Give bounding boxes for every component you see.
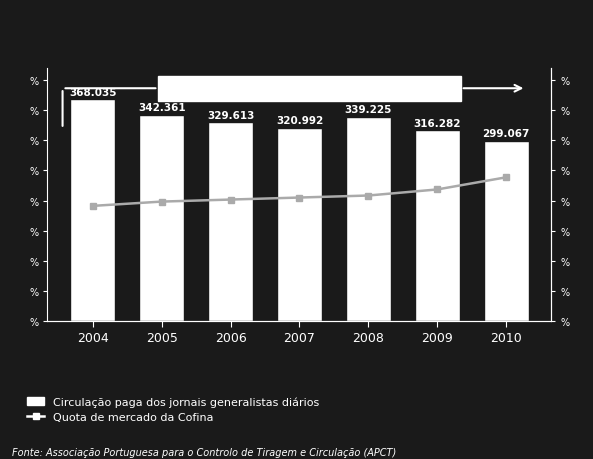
Bar [484, 141, 528, 321]
Text: 339.225: 339.225 [345, 105, 392, 115]
Text: Fonte: Associação Portuguesa para o Controlo de Tiragem e Circulação (APCT): Fonte: Associação Portuguesa para o Cont… [12, 447, 396, 457]
Bar [415, 131, 460, 321]
Bar [346, 118, 391, 321]
Text: 329.613: 329.613 [207, 111, 254, 121]
Bar [158, 76, 461, 102]
Text: 342.361: 342.361 [138, 103, 186, 113]
Bar [139, 116, 184, 321]
Legend: Circulação paga dos jornais generalistas diários, Quota de mercado da Cofina: Circulação paga dos jornais generalistas… [23, 392, 323, 427]
Text: 368.035: 368.035 [69, 88, 116, 98]
Text: 316.282: 316.282 [413, 119, 461, 129]
Text: 320.992: 320.992 [276, 116, 323, 126]
Bar [71, 100, 115, 321]
Text: 299.067: 299.067 [483, 129, 530, 139]
Bar [277, 129, 322, 321]
Bar [208, 123, 253, 321]
